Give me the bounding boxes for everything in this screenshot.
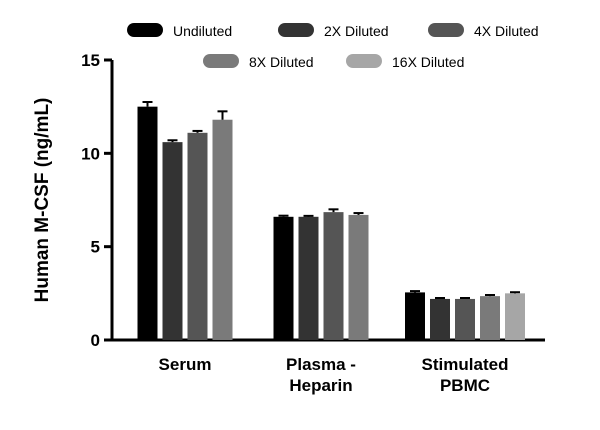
x-category-label: Serum <box>159 355 212 374</box>
bars <box>137 101 525 341</box>
legend-swatch <box>346 54 382 68</box>
x-category-label: Plasma -Heparin <box>286 355 356 395</box>
legend-label: 8X Diluted <box>249 54 314 70</box>
bar-8x-diluted <box>348 214 369 340</box>
bar-undiluted <box>137 106 158 341</box>
x-axis: Serum Plasma -Heparin Stimulated PBMC <box>112 338 545 395</box>
bar-undiluted <box>405 292 425 340</box>
legend-label: Undiluted <box>173 23 232 39</box>
legend-swatch <box>428 23 464 37</box>
legend-label: 2X Diluted <box>324 23 389 39</box>
bar-4x-diluted <box>323 212 344 340</box>
bar-2x-diluted <box>430 298 450 340</box>
bar-undiluted <box>273 216 294 340</box>
bar-2x-diluted <box>298 216 319 340</box>
bar-2x-diluted <box>162 142 183 340</box>
legend-swatch <box>127 23 163 37</box>
y-tick-label: 0 <box>91 331 100 350</box>
legend-label: 4X Diluted <box>474 23 539 39</box>
legend-swatch <box>203 54 239 68</box>
bar-8x-diluted <box>480 296 500 340</box>
bar-4x-diluted <box>455 298 475 340</box>
legend-swatch <box>278 23 314 37</box>
bar-16x-diluted <box>505 293 525 340</box>
y-axis: 0 5 10 15 <box>81 51 114 350</box>
x-category-label: Stimulated PBMC <box>422 355 509 395</box>
y-tick-label: 10 <box>81 144 100 163</box>
legend: Undiluted 2X Diluted 4X Diluted 8X Diluted 1… <box>127 23 539 70</box>
bar-4x-diluted <box>187 132 208 340</box>
legend-label: 16X Diluted <box>392 54 464 70</box>
y-axis-title: Human M-CSF (ng/mL) <box>32 98 53 303</box>
bar-8x-diluted <box>212 119 233 340</box>
y-tick-label: 5 <box>91 238 100 257</box>
y-tick-label: 15 <box>81 51 100 70</box>
